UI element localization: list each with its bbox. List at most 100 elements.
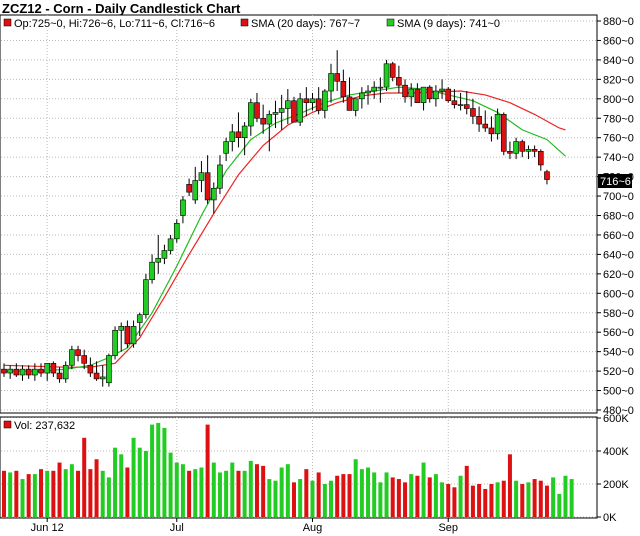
candle-body: [106, 355, 112, 384]
volume-bar: [470, 485, 475, 517]
price-tick-label: 600~0: [603, 288, 634, 300]
price-tick-label: 480~0: [603, 405, 634, 417]
candle-body: [235, 131, 242, 139]
price-tick-label: 820~0: [603, 74, 634, 86]
volume-bar: [520, 484, 525, 517]
volume-bar: [14, 470, 19, 517]
volume-bar: [2, 470, 6, 517]
candle-body: [396, 77, 402, 86]
volume-bar: [569, 479, 574, 517]
candle-body: [519, 141, 526, 152]
candle-body: [402, 84, 408, 98]
candle-body: [334, 73, 340, 82]
legend-sma20: SMA (20 days): 767~7: [251, 18, 360, 30]
volume-bar: [298, 479, 303, 517]
candle-body: [161, 250, 168, 259]
volume-bar: [156, 422, 161, 517]
volume-bar: [403, 482, 408, 517]
candle-body: [291, 100, 297, 123]
volume-bar: [211, 462, 216, 517]
candle-body: [445, 88, 452, 102]
volume-bar: [279, 467, 284, 517]
volume-bar: [174, 462, 179, 517]
candle-body: [513, 141, 519, 154]
volume-bar: [125, 467, 130, 517]
candle-body: [198, 172, 205, 181]
candle-body: [223, 141, 229, 154]
candle-body: [371, 86, 378, 92]
volume-bar: [563, 475, 568, 517]
volume-bar: [390, 477, 395, 517]
volume-bar: [51, 470, 56, 517]
volume-bar: [291, 482, 296, 517]
volume-axis: 600K 400K 200K 0K: [597, 413, 629, 524]
candle-body: [359, 92, 365, 100]
price-grid: [1, 15, 597, 413]
candle-body: [457, 104, 464, 106]
candle-body: [69, 349, 75, 366]
volume-bar: [341, 474, 346, 517]
volume-bar: [180, 464, 185, 517]
candle-body: [149, 261, 155, 280]
candle-body: [476, 116, 482, 125]
volume-bar: [143, 451, 148, 517]
volume-bar: [39, 469, 44, 517]
candle-body: [124, 326, 131, 345]
volume-bar: [551, 477, 556, 517]
volume-legend-background: [1, 418, 81, 431]
candle-body: [118, 326, 125, 331]
volume-bar: [366, 467, 371, 517]
price-axis: 880~0 860~0 840~0 820~0 800~0 780~0 760~0 740~0…: [597, 16, 634, 417]
volume-bar: [464, 465, 469, 517]
candle-body: [507, 151, 513, 154]
volume-bar: [100, 470, 105, 517]
candle-body: [377, 86, 384, 89]
candle-body: [112, 329, 118, 356]
volume-tick-label: 600K: [603, 413, 629, 425]
candle-body: [32, 368, 38, 376]
volume-bar: [396, 479, 401, 517]
candle-body: [482, 123, 489, 129]
price-tick-label: 500~0: [603, 386, 634, 398]
candle-body: [420, 86, 427, 103]
candle-body: [494, 114, 501, 135]
candle-body: [537, 151, 544, 166]
candle-body: [167, 238, 174, 251]
volume-bar: [526, 482, 531, 517]
volume-tick-label: 0K: [603, 512, 617, 524]
price-tick-label: 880~0: [603, 16, 634, 28]
candle-body: [75, 349, 81, 356]
candle-body: [352, 98, 359, 111]
candle-body: [254, 102, 260, 119]
candle-body: [365, 90, 371, 94]
candle-body: [143, 279, 149, 315]
candle-body: [285, 100, 291, 109]
volume-bar: [20, 479, 25, 517]
volume-bar: [477, 484, 482, 517]
candle-body: [414, 88, 421, 103]
volume-bar: [199, 467, 204, 517]
volume-bar: [137, 447, 142, 517]
price-tick-label: 620~0: [603, 269, 634, 281]
volume-bar: [162, 427, 167, 517]
volume-bar: [322, 484, 327, 517]
volume-bar: [187, 470, 192, 517]
candle-body: [7, 368, 13, 374]
x-tick-label: Sep: [438, 522, 458, 534]
candle-body: [531, 149, 538, 152]
candle-body: [408, 88, 415, 98]
volume-bar: [495, 482, 500, 517]
candle-body: [303, 98, 310, 103]
volume-bar: [26, 474, 31, 517]
volume-bar: [69, 464, 74, 517]
x-tick-label: Jun 12: [31, 522, 64, 534]
volume-bar: [532, 479, 537, 517]
candle-body: [463, 104, 470, 109]
candle-body: [50, 363, 57, 374]
volume-label: Vol: 237,632: [14, 420, 75, 432]
volume-bar: [57, 462, 62, 517]
volume-bar: [329, 480, 334, 517]
volume-bar: [8, 472, 13, 517]
candle-body: [87, 364, 94, 374]
volume-bar: [384, 472, 389, 517]
